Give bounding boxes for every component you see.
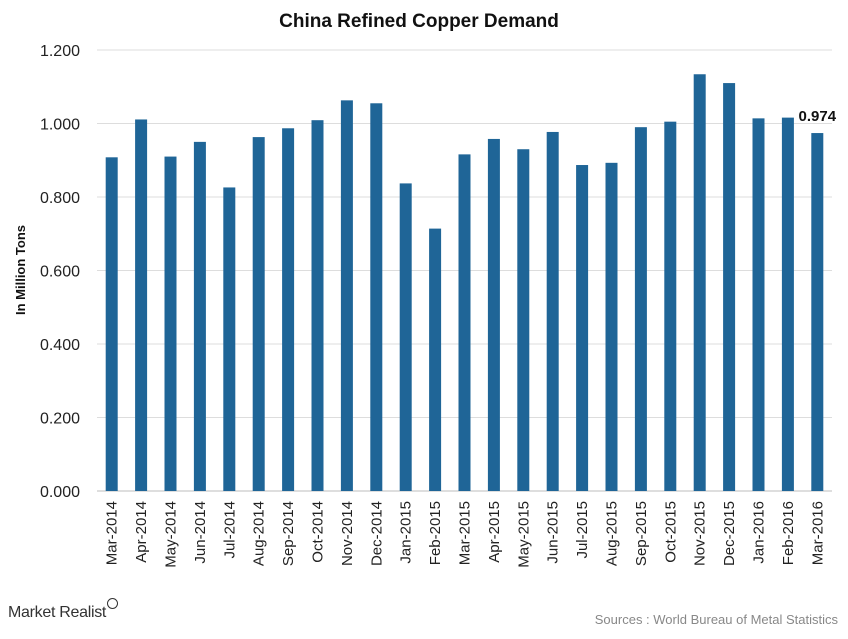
- bar: [429, 228, 442, 492]
- x-tick-label: Aug-2015: [604, 501, 621, 566]
- bar: [781, 117, 794, 492]
- x-tick-label: Nov-2014: [339, 501, 356, 566]
- bars: [105, 74, 824, 492]
- x-tick-label: Feb-2015: [427, 501, 444, 565]
- x-tick-label: Jan-2015: [398, 501, 415, 564]
- bar: [458, 154, 471, 491]
- data-label: 0.974: [799, 108, 837, 125]
- data-labels: 0.974: [799, 108, 837, 125]
- y-tick-label: 0.000: [40, 484, 80, 501]
- bar: [282, 128, 295, 491]
- x-tick-label: Jul-2014: [221, 501, 238, 559]
- y-tick-label: 0.800: [40, 190, 80, 207]
- bar: [693, 74, 706, 491]
- x-tick-label: May-2015: [515, 501, 532, 568]
- x-tick-label: Jun-2014: [192, 501, 209, 564]
- bar: [399, 183, 412, 491]
- y-tick-label: 1.200: [40, 43, 80, 60]
- x-tick-label: Mar-2016: [809, 501, 826, 565]
- x-tick-label: Nov-2015: [692, 501, 709, 566]
- magnifier-icon: [107, 598, 119, 609]
- bar: [193, 141, 206, 491]
- y-tick-label: 0.600: [40, 264, 80, 281]
- x-tick-labels: Mar-2014 Apr-2014 May-2014 Jun-2014 Jul-2014…: [104, 501, 827, 568]
- x-tick-label: Jul-2015: [574, 501, 591, 559]
- bar: [517, 149, 530, 491]
- brand-name: Market Realist: [8, 604, 107, 621]
- bar: [811, 133, 824, 491]
- x-tick-label: Dec-2015: [721, 501, 738, 566]
- bar: [752, 118, 765, 491]
- y-tick-labels: 0.000 0.200 0.400 0.600 0.800 1.000 1.200: [40, 43, 80, 501]
- x-tick-label: Oct-2014: [310, 501, 327, 563]
- bar: [135, 119, 148, 492]
- x-tick-label: Apr-2014: [133, 501, 150, 563]
- x-tick-label: Dec-2014: [368, 501, 385, 566]
- bar: [605, 162, 618, 491]
- source-note: Sources : World Bureau of Metal Statisti…: [594, 612, 838, 627]
- x-tick-label: May-2014: [163, 501, 180, 568]
- x-tick-label: Aug-2014: [251, 501, 268, 566]
- bar: [164, 156, 177, 491]
- x-tick-label: Jun-2015: [545, 501, 562, 564]
- bar: [487, 138, 500, 491]
- y-axis-label: In Million Tons: [13, 225, 28, 315]
- x-tick-label: Mar-2015: [457, 501, 474, 565]
- bar: [664, 121, 677, 491]
- x-tick-label: Apr-2015: [486, 501, 503, 563]
- bar: [546, 131, 559, 491]
- y-tick-label: 0.200: [40, 411, 80, 428]
- bar: [252, 137, 265, 491]
- bar: [634, 127, 647, 492]
- x-tick-label: Sep-2014: [280, 501, 297, 566]
- x-tick-label: Feb-2016: [780, 501, 797, 565]
- x-tick-label: Oct-2015: [662, 501, 679, 563]
- bar: [576, 165, 589, 491]
- x-tick-label: Mar-2014: [104, 501, 121, 565]
- x-tick-label: Sep-2015: [633, 501, 650, 566]
- bar: [340, 100, 353, 491]
- chart-title: China Refined Copper Demand: [279, 11, 559, 32]
- brand-logo: Market Realist: [8, 598, 119, 622]
- x-tick-label: Jan-2016: [751, 501, 768, 564]
- bar: [723, 83, 736, 491]
- bar: [311, 120, 324, 491]
- y-tick-label: 0.400: [40, 337, 80, 354]
- bar: [223, 187, 236, 491]
- bar: [105, 157, 118, 491]
- bar: [370, 103, 383, 491]
- y-tick-label: 1.000: [40, 117, 80, 134]
